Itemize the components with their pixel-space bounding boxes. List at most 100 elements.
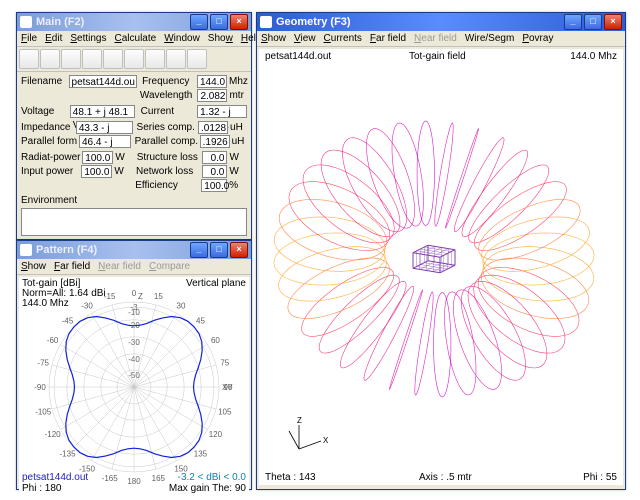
svg-text:45: 45 [196, 317, 205, 326]
svg-text:165: 165 [152, 474, 166, 483]
efficiency-unit: % [229, 180, 247, 191]
main-toolbar [17, 47, 251, 72]
current-label: Current [141, 106, 194, 117]
tool-geom-icon[interactable] [166, 49, 186, 69]
filename-label: Filename [21, 76, 66, 87]
polar-plot[interactable]: Tot-gain [dBi] Norm=All: 1.64 dBi 144.0 … [19, 277, 249, 495]
minimize-icon[interactable]: _ [190, 242, 208, 258]
geometry-view[interactable]: petsat144d.out Tot-gain field 144.0 Mhz … [259, 49, 623, 485]
menu-povray[interactable]: Povray [522, 33, 553, 44]
main-titlebar[interactable]: Main (F2) _ □ × [17, 13, 251, 31]
svg-text:15: 15 [154, 292, 163, 301]
geom-theta: Theta : 143 [265, 472, 316, 483]
geom-file: petsat144d.out [265, 51, 331, 62]
main-content: Filename petsat144d.ou Frequency 144.0 M… [17, 72, 251, 239]
svg-text:-30: -30 [128, 338, 140, 347]
svg-text:180: 180 [127, 477, 141, 486]
minimize-icon[interactable]: _ [564, 14, 582, 30]
menu-wireseg[interactable]: Wire/Segm [465, 33, 514, 44]
radiat-power-unit: W [115, 152, 133, 163]
menu-show[interactable]: Show [261, 33, 286, 44]
tool-plot-icon[interactable] [145, 49, 165, 69]
menu-farfield[interactable]: Far field [370, 33, 406, 44]
maximize-icon[interactable]: □ [210, 14, 228, 30]
parallel-form-field: 46.4 - j 174. [79, 135, 131, 148]
svg-text:X: X [323, 436, 329, 445]
svg-text:-60: -60 [47, 336, 59, 345]
frequency-unit: Mhz [229, 76, 247, 87]
close-icon[interactable]: × [230, 242, 248, 258]
menu-nearfield: Near field [98, 261, 141, 272]
polar-foot-file: petsat144d.out [22, 472, 88, 483]
wavelength-unit: mtr [229, 90, 247, 101]
menu-farfield[interactable]: Far field [54, 261, 90, 272]
tool-view-icon[interactable] [103, 49, 123, 69]
geom-phi: Phi : 55 [583, 472, 617, 483]
pattern-title: Pattern (F4) [36, 244, 190, 256]
series-comp-unit: uH [230, 122, 247, 133]
svg-text:-75: -75 [37, 359, 49, 368]
network-loss-field: 0.0 [202, 165, 228, 178]
svg-text:30: 30 [177, 302, 186, 311]
svg-text:XY: XY [222, 383, 233, 392]
frequency-field[interactable]: 144.0 [197, 75, 227, 88]
svg-text:-90: -90 [34, 383, 46, 392]
environment-label: Environment [21, 195, 77, 206]
geom-field: Tot-gain field [409, 51, 466, 62]
geom-axis: Axis : .5 mtr [419, 472, 472, 483]
svg-text:-40: -40 [128, 355, 140, 364]
minimize-icon[interactable]: _ [190, 14, 208, 30]
tool-help-icon[interactable] [187, 49, 207, 69]
parallel-comp-label: Parallel comp. [135, 136, 197, 147]
geom-freq: 144.0 Mhz [570, 51, 617, 62]
menu-settings[interactable]: Settings [70, 33, 106, 44]
close-icon[interactable]: × [604, 14, 622, 30]
geometry-window: Geometry (F3) _ □ × Show View Currents F… [256, 12, 626, 490]
wavelength-label: Wavelength [140, 90, 195, 101]
pattern-titlebar[interactable]: Pattern (F4) _ □ × [17, 241, 251, 259]
menu-calculate[interactable]: Calculate [115, 33, 157, 44]
network-loss-unit: W [229, 166, 247, 177]
main-window: Main (F2) _ □ × File Edit Settings Calcu… [16, 12, 252, 240]
menu-show[interactable]: Show [21, 261, 46, 272]
impedance-label: Impedance [21, 122, 73, 133]
tool-open-icon[interactable] [40, 49, 60, 69]
maximize-icon[interactable]: □ [584, 14, 602, 30]
menu-file[interactable]: File [21, 33, 37, 44]
tool-opt-icon[interactable] [124, 49, 144, 69]
efficiency-label: Efficiency [135, 180, 198, 191]
current-field: 1.32 - j .749 A [197, 105, 247, 118]
voltage-field: 48.1 + j 48.1 V [70, 105, 135, 118]
svg-text:Z: Z [297, 416, 302, 425]
menu-edit[interactable]: Edit [45, 33, 62, 44]
polar-foot-range: -3.2 < dBi < 0.0 [178, 472, 246, 483]
input-power-field: 100.0 [81, 165, 113, 178]
tool-calc-icon[interactable] [82, 49, 102, 69]
maximize-icon[interactable]: □ [210, 242, 228, 258]
svg-text:-45: -45 [62, 317, 74, 326]
geometry-menubar: Show View Currents Far field Near field … [257, 31, 625, 47]
menu-compare: Compare [149, 261, 190, 272]
frequency-label: Frequency [142, 76, 194, 87]
series-comp-field: .0128 [198, 121, 228, 134]
svg-text:-135: -135 [60, 449, 77, 458]
environment-box[interactable] [21, 208, 247, 236]
filename-field[interactable]: petsat144d.ou [69, 75, 137, 88]
parallel-comp-unit: uH [232, 136, 247, 147]
polar-foot-max: Max gain The: 90 [169, 483, 246, 494]
series-comp-label: Series comp. [137, 122, 195, 133]
menu-window[interactable]: Window [164, 33, 200, 44]
tool-new-icon[interactable] [19, 49, 39, 69]
menu-view[interactable]: View [294, 33, 316, 44]
menu-nearfield: Near field [414, 33, 457, 44]
menu-currents[interactable]: Currents [324, 33, 362, 44]
app-icon [260, 16, 272, 28]
close-icon[interactable]: × [230, 14, 248, 30]
geometry-titlebar[interactable]: Geometry (F3) _ □ × [257, 13, 625, 31]
svg-text:-30: -30 [81, 302, 93, 311]
main-menubar: File Edit Settings Calculate Window Show… [17, 31, 251, 47]
tool-save-icon[interactable] [61, 49, 81, 69]
pattern-menubar: Show Far field Near field Compare [17, 259, 251, 275]
menu-show[interactable]: Show [208, 33, 233, 44]
voltage-label: Voltage [21, 106, 67, 117]
